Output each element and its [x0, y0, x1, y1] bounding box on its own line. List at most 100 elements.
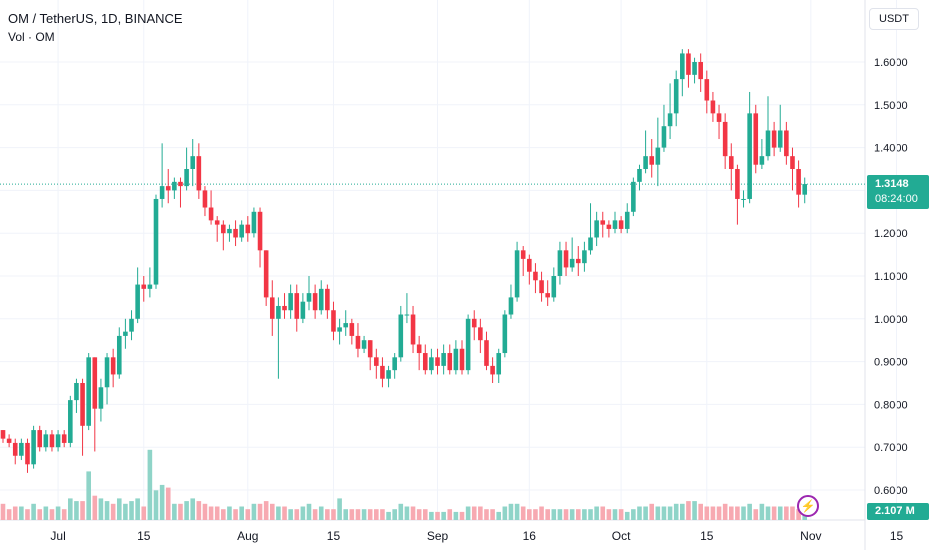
lightning-bolt-icon[interactable]: ⚡: [797, 495, 819, 517]
candle-body: [104, 357, 110, 388]
volume-bar: [300, 506, 306, 520]
volume-bar: [661, 506, 667, 520]
volume-bar: [465, 506, 471, 520]
volume-bar: [624, 511, 630, 520]
volume-bar: [649, 503, 655, 520]
candle-body: [208, 207, 214, 221]
volume-bar: [551, 509, 557, 520]
volume-bar: [276, 506, 281, 520]
volume-bar: [74, 501, 79, 520]
candle-body: [263, 250, 269, 298]
candle-body: [722, 121, 728, 157]
candle-body: [392, 357, 397, 371]
volume-bar: [637, 506, 642, 520]
candle-body: [257, 211, 263, 251]
candle-body: [673, 79, 679, 114]
candle-body: [337, 327, 342, 332]
volume-bar: [361, 509, 367, 520]
volume-bar: [484, 509, 489, 520]
volume-bar: [312, 509, 318, 520]
volume-bar: [673, 503, 679, 520]
candle-body: [471, 318, 477, 328]
candle-body: [741, 198, 746, 200]
candle-body: [716, 113, 722, 122]
y-tick-label: 1.1000: [874, 271, 908, 283]
candle-body: [159, 186, 165, 199]
volume-bar: [325, 509, 330, 520]
volume-bar: [19, 506, 24, 520]
volume-bar: [429, 511, 434, 520]
volume-bar: [263, 501, 269, 520]
candle-body: [582, 250, 587, 264]
candle-body: [227, 228, 232, 234]
volume-bar: [318, 506, 324, 520]
volume-bar: [765, 506, 771, 520]
candle-body: [410, 314, 416, 345]
candle-body: [318, 288, 324, 311]
candle-body: [594, 220, 599, 238]
volume-bar: [49, 509, 55, 520]
candle-body: [643, 156, 648, 169]
volume-bar: [349, 509, 355, 520]
candle-body: [698, 62, 703, 80]
volume-bar: [288, 509, 293, 520]
volume-bar: [502, 506, 508, 520]
candle-body: [704, 79, 710, 101]
candle-body: [349, 323, 355, 336]
candle-body: [753, 113, 759, 165]
candle-body: [557, 250, 563, 276]
volume-bar: [612, 509, 618, 520]
volume-bar: [459, 511, 465, 520]
volume-bar: [306, 503, 312, 520]
candle-body: [441, 353, 446, 366]
volume-bar: [80, 501, 85, 520]
candle-body: [637, 169, 642, 182]
volume-legend[interactable]: Vol · OM: [8, 30, 55, 44]
volume-bar: [233, 509, 238, 520]
candle-body: [453, 348, 459, 371]
volume-bar: [86, 471, 91, 520]
volume-bar: [790, 506, 795, 520]
volume-bar: [539, 506, 544, 520]
candle-body: [172, 181, 177, 191]
volume-bar: [422, 509, 428, 520]
last-price: 1.3148: [875, 178, 909, 190]
currency-button[interactable]: USDT: [869, 8, 919, 30]
candle-body: [735, 169, 740, 199]
volume-bar: [520, 506, 526, 520]
candle-body: [496, 353, 502, 375]
volume-bar: [68, 498, 73, 520]
volume-bar: [618, 509, 624, 520]
y-tick-label: 0.6000: [874, 485, 908, 497]
candle-body: [147, 284, 153, 289]
candle-body: [649, 156, 655, 165]
candle-body: [771, 130, 777, 148]
volume-bar: [214, 506, 220, 520]
volume-bar: [771, 506, 777, 520]
candle-body: [110, 357, 116, 375]
candle-body: [508, 297, 514, 315]
volume-bar: [698, 503, 703, 520]
candle-body: [68, 400, 73, 443]
volume-bar: [398, 503, 404, 520]
volume-bar: [380, 509, 385, 520]
candle-body: [37, 430, 43, 448]
volume-bar: [582, 509, 587, 520]
volume-bar: [129, 501, 134, 520]
volume-bar: [31, 503, 36, 520]
candle-body: [251, 211, 257, 234]
volume-bar: [25, 509, 30, 520]
volume-bar: [557, 509, 563, 520]
volume-bar: [239, 506, 244, 520]
candle-body: [116, 335, 122, 375]
candle-body: [796, 169, 801, 195]
symbol-title[interactable]: OM / TetherUS, 1D, BINANCE: [8, 11, 183, 26]
volume-bar: [533, 509, 538, 520]
chart-legend: OM / TetherUS, 1D, BINANCE Vol · OM: [8, 10, 183, 46]
candle-body: [92, 357, 98, 409]
candle-body: [416, 344, 422, 354]
candle-body: [245, 224, 251, 234]
volume-bar: [680, 503, 685, 520]
candle-body: [184, 169, 189, 187]
